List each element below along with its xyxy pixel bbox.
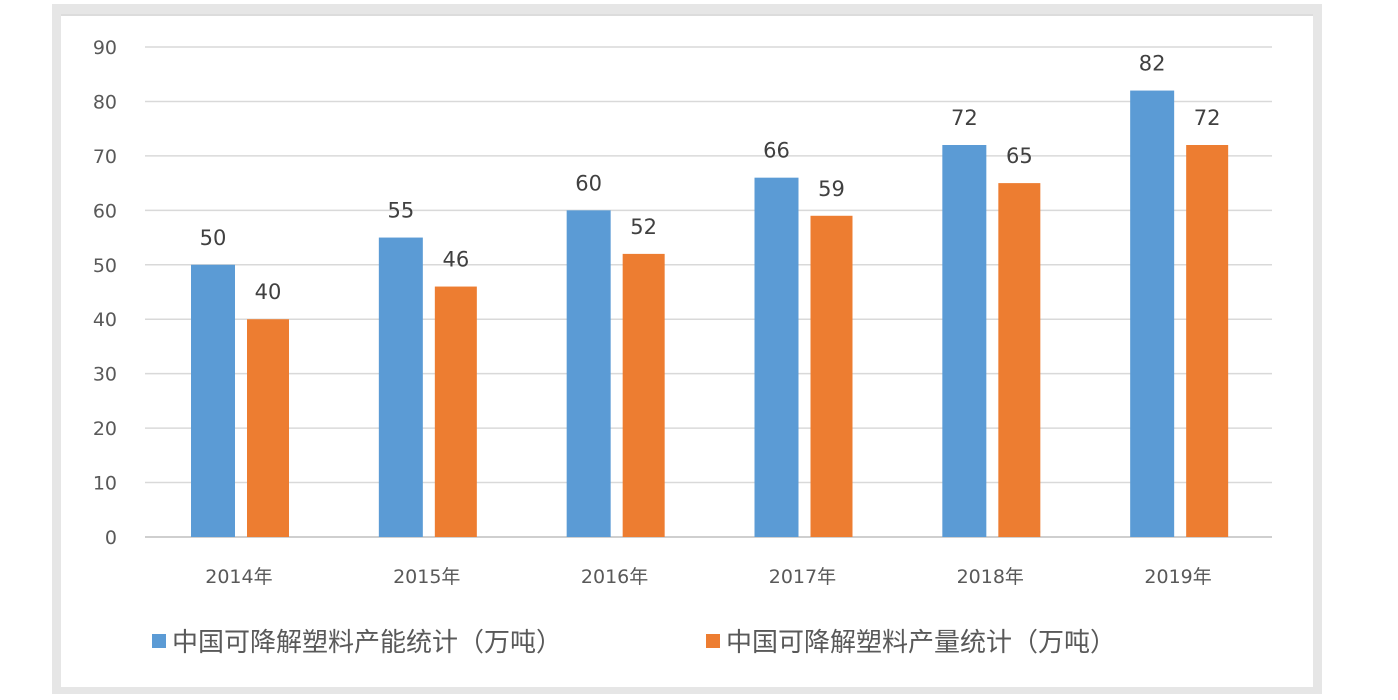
legend-item-capacity: 中国可降解塑料产能统计（万吨） (152, 622, 562, 659)
bar-output (1186, 145, 1229, 537)
y-tick-label: 30 (93, 364, 117, 386)
bar-output (247, 319, 289, 537)
y-tick-label: 60 (93, 200, 117, 222)
x-tick-label: 2018年 (957, 566, 1024, 588)
bar-capacity (754, 177, 799, 537)
legend-item-output: 中国可降解塑料产量统计（万吨） (706, 622, 1116, 659)
y-tick-label: 20 (93, 418, 117, 440)
bar-capacity (1130, 90, 1175, 538)
bar-output (622, 253, 665, 537)
y-tick-label: 80 (93, 91, 117, 113)
data-label: 55 (387, 199, 414, 223)
x-tick-label: 2019年 (1144, 566, 1211, 588)
bar-capacity (566, 210, 611, 538)
x-tick-label: 2014年 (205, 566, 272, 588)
legend-swatch-capacity (152, 633, 166, 648)
bar-output (434, 286, 477, 537)
x-tick-label: 2017年 (769, 566, 836, 588)
data-label: 66 (763, 139, 790, 163)
data-label: 40 (255, 280, 282, 304)
y-tick-label: 70 (93, 146, 117, 168)
data-label: 59 (818, 177, 845, 201)
bar-output (998, 183, 1041, 537)
data-label: 52 (630, 215, 657, 239)
bar-capacity (942, 145, 987, 537)
data-label: 72 (951, 106, 978, 130)
y-tick-label: 0 (105, 527, 117, 549)
legend-swatch-output (706, 633, 720, 648)
legend-label-capacity: 中国可降解塑料产能统计（万吨） (172, 628, 563, 658)
bar-capacity (191, 264, 235, 537)
bar-output (810, 215, 853, 537)
data-label: 82 (1139, 52, 1166, 76)
x-tick-label: 2015年 (393, 566, 460, 588)
y-tick-label: 90 (93, 37, 117, 59)
legend-label-output: 中国可降解塑料产量统计（万吨） (726, 628, 1117, 658)
data-label: 60 (575, 171, 602, 195)
x-tick-label: 2016年 (581, 566, 648, 588)
y-tick-label: 50 (93, 255, 117, 277)
data-label: 46 (442, 248, 469, 272)
y-tick-label: 10 (93, 473, 117, 495)
bar-capacity (378, 237, 423, 538)
data-label: 50 (200, 226, 227, 250)
data-label: 72 (1194, 106, 1221, 130)
y-tick-label: 40 (93, 309, 117, 331)
data-label: 65 (1006, 144, 1033, 168)
